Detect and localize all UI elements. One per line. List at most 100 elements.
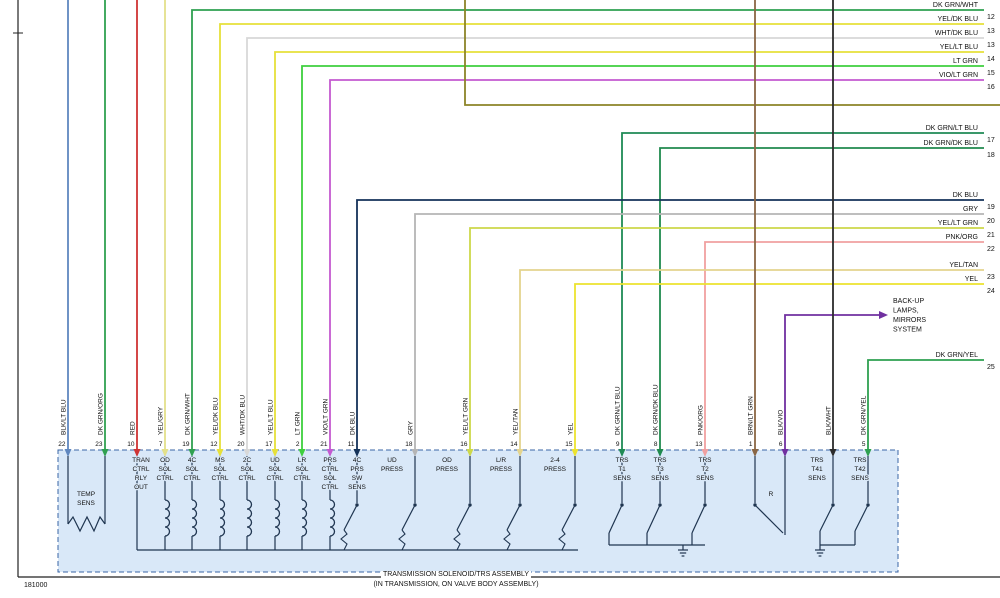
component-label: SENS [348,484,366,491]
switch-arm [646,504,661,534]
wire-line [621,132,984,450]
wire-box-arrow [161,449,169,457]
wire-line [329,79,984,450]
wire-name-vertical: LT GRN [295,411,302,435]
exit-grid-number: 21 [987,232,995,239]
assembly-caption: TRANSMISSION SOLENOID/TRS ASSEMBLY (IN T… [0,570,912,590]
component-label: CTRL [212,475,229,482]
component-label: SOL [158,466,171,473]
wire-box-arrow [64,449,72,457]
component-label: T1 [618,466,626,473]
pin-number: 1 [749,441,753,448]
component-label: T3 [656,466,664,473]
wire-name-vertical: DK GRN/ORG [98,393,105,435]
wire-blk-lt-blu: 22 BLK/LT BLU [57,0,72,457]
wire-line [219,23,984,450]
component-label: TRS [616,457,630,464]
component-label: CTRL [239,475,256,482]
wire-box-arrow [298,449,306,457]
pin-number: 10 [127,441,135,448]
component-label: CTRL [267,475,284,482]
component-label: CTRL [322,466,339,473]
wire-line [414,213,984,450]
component-label: UD [387,457,397,464]
component-label: 4C [188,457,197,464]
component-label: SOL [240,466,253,473]
internals-layer [67,456,870,557]
wire-name-vertical: YEL/DK BLU [213,397,220,435]
exit-grid-number: 14 [987,56,995,63]
component-label: TRS [654,457,668,464]
pin-number: 13 [695,441,703,448]
wire-exit-arrow [879,311,888,319]
wire-line [191,9,984,450]
wire-name: DK BLU [953,192,978,199]
solenoid-coil [301,499,308,537]
solenoid-coil [191,499,198,537]
pin-number: 14 [510,441,518,448]
wire-name: LT GRN [953,58,978,65]
wire-name: GRY [963,206,978,213]
component-label: CTRL [294,475,311,482]
component-label: L/R [496,457,506,464]
wire-blk-wht: BLK/WHT [824,0,837,457]
component-label: CTRL [157,475,174,482]
pin-number: 23 [95,441,103,448]
wire-name-vertical: DK GRN/WHT [185,393,192,435]
wire-box-arrow [353,449,361,457]
wire-blk-vio: 6 BLK/VIO [776,311,888,457]
exit-grid-number: 16 [987,84,995,91]
wire-line [274,51,984,450]
switch-arm [754,504,784,534]
wire-line [704,241,984,450]
wire-lt-grn: 2 LT GRN LT GRN 15 [293,58,995,457]
component-label: UD [270,457,280,464]
exit-grid-number: 20 [987,218,995,225]
wire-dk-grn-dk-blu: 8 DK GRN/DK BLU DK GRN/DK BLU 18 [651,140,995,457]
wire-name: WHT/DK BLU [935,30,978,37]
switch-arm [343,504,358,531]
component-label: SENS [696,475,714,482]
component-label: SENS [77,500,95,507]
component-label: SENS [651,475,669,482]
wire-line [784,314,879,450]
solenoid-coil [274,499,281,537]
backup-system-label: SYSTEM [893,327,922,334]
wire-box-arrow [243,449,251,457]
wire-name: DK GRN/LT BLU [926,125,978,132]
wire-box-arrow [326,449,334,457]
exit-grid-number: 12 [987,14,995,21]
wire-name-vertical: WHT/DK BLU [240,395,247,435]
wire-name-vertical: DK GRN/YEL [861,395,868,435]
wire-dk-grn-yel: 5 DK GRN/YEL DK GRN/YEL 25 [859,352,995,457]
component-label: CTRL [184,475,201,482]
wire-name: DK GRN/WHT [933,2,979,9]
wire-box-arrow [781,449,789,457]
wire-name-vertical: YEL/LT BLU [268,399,275,435]
pin-number: 2 [296,441,300,448]
component-label: TEMP [77,491,95,498]
wire-line [301,65,984,450]
wire-name: YEL/TAN [949,262,978,269]
switch-resistor [453,529,461,551]
exit-grid-number: 18 [987,152,995,159]
component-label: OUT [134,484,148,491]
wire-box-arrow [188,449,196,457]
component-label: TRS [699,457,713,464]
wire-name-vertical: DK BLU [350,411,357,435]
wire-name: PNK/ORG [946,234,978,241]
exit-grid-number: 15 [987,70,995,77]
switch-arm [506,504,521,531]
switch-resistor [398,529,406,551]
exit-grid-number: 19 [987,204,995,211]
pin-number: 11 [348,441,355,448]
pin-number: 16 [460,441,468,448]
component-label: SOL [295,466,308,473]
wire-name: YEL/LT BLU [940,44,978,51]
wire-name-vertical: BRN/LT GRN [748,396,755,435]
wire-dk-grn-org: 23 DK GRN/ORG [94,0,109,457]
